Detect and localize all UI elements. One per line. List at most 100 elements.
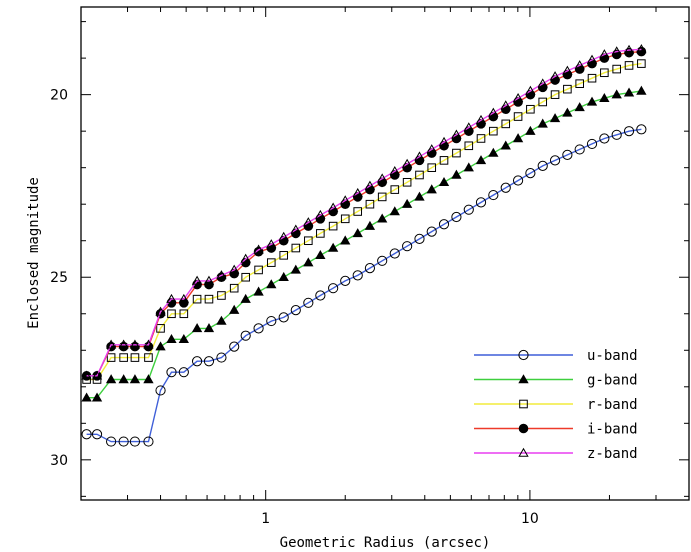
legend-label: z-band [587,446,638,462]
data-point-u-band [91,429,103,440]
data-point-g-band [118,374,129,384]
data-point-z-band [438,136,450,146]
data-point-g-band [229,304,240,314]
data-point-r-band [464,141,474,151]
data-point-z-band [303,217,314,227]
data-point-g-band [377,213,388,223]
data-point-g-band [129,374,141,384]
data-point-u-band [488,189,499,201]
data-point-g-band [463,162,474,172]
data-point-r-band [550,90,560,99]
data-point-u-band [402,241,413,252]
legend-label: r-band [587,397,638,413]
series-layer [81,44,647,447]
data-point-g-band [574,102,585,112]
data-point-g-band [636,85,647,95]
data-point-z-band [105,339,117,349]
data-point-u-band [129,436,141,447]
data-point-z-band [290,224,301,234]
data-point-u-band [143,436,154,447]
data-point-u-band [500,182,511,193]
x-tick-label: 1 [261,511,270,527]
y-tick-label: 25 [50,270,68,286]
data-point-z-band [549,71,561,81]
legend: u-band g-band r-band i-band z-band [474,348,638,462]
data-point-z-band [500,100,511,110]
data-point-r-band [304,236,313,246]
data-point-u-band [623,126,635,137]
series-line-u-band [86,128,642,443]
data-point-z-band [315,209,326,219]
data-point-g-band [240,293,251,303]
legend-item-g-band: g-band [474,373,638,389]
data-point-u-band [364,263,376,274]
data-point-z-band [488,107,499,117]
data-point-g-band [414,191,425,201]
data-point-u-band [118,436,129,447]
data-point-r-band [229,283,239,293]
data-point-g-band [438,176,450,187]
data-point-g-band [155,341,166,351]
legend-label: g-band [587,373,638,389]
data-point-g-band [599,92,610,103]
data-point-g-band [352,228,363,238]
series-z-band [81,44,647,380]
series-line-r-band [86,62,642,381]
data-point-r-band [637,59,646,68]
data-point-u-band [229,341,240,352]
series-line-i-band [86,50,642,377]
data-point-u-band [475,197,487,208]
data-point-z-band [278,231,289,241]
legend-item-z-band: z-band [474,446,638,462]
tick-labels: 1 10 20 25 30 [50,88,539,527]
legend-marker [518,374,529,384]
data-point-g-band [253,286,264,296]
data-point-u-band [178,367,189,378]
legend-marker [518,447,529,457]
data-point-z-band [537,78,548,88]
data-point-g-band [290,264,301,274]
series-line-z-band [86,48,642,377]
data-point-g-band [426,184,437,194]
legend-label: i-band [587,422,638,438]
data-point-z-band [574,60,585,70]
legend-item-u-band: u-band [474,348,638,364]
data-point-z-band [166,293,177,303]
data-point-r-band [476,134,486,143]
data-point-r-band [390,185,400,194]
data-point-z-band [451,129,462,139]
data-point-g-band [327,242,339,252]
data-point-g-band [340,235,351,245]
data-point-z-band [240,253,251,263]
data-point-z-band [253,244,264,254]
data-point-z-band [266,239,277,249]
series-r-band [82,59,646,384]
data-point-u-band [512,175,524,186]
data-point-z-band [414,151,425,161]
data-point-r-band [340,214,350,224]
data-point-z-band [203,275,215,285]
data-point-g-band [91,392,103,402]
data-point-r-band [291,243,301,253]
data-point-r-band [119,353,128,362]
data-point-g-band [266,279,277,289]
data-point-z-band [623,44,635,54]
data-point-g-band [216,315,227,325]
data-point-u-band [636,124,647,135]
data-point-u-band [611,129,622,140]
data-point-r-band [217,291,226,300]
data-point-g-band [278,271,289,281]
data-point-z-band [611,46,622,56]
data-point-u-band [315,290,326,301]
data-point-z-band [586,54,598,64]
data-point-r-band [130,353,140,362]
y-tick-label: 20 [50,88,68,104]
data-point-u-band [328,283,339,294]
data-point-g-band [303,257,314,267]
data-point-u-band [586,138,598,150]
data-point-z-band [129,339,141,349]
data-point-u-band [352,270,363,281]
data-point-r-band [144,353,153,362]
data-point-z-band [512,92,524,103]
